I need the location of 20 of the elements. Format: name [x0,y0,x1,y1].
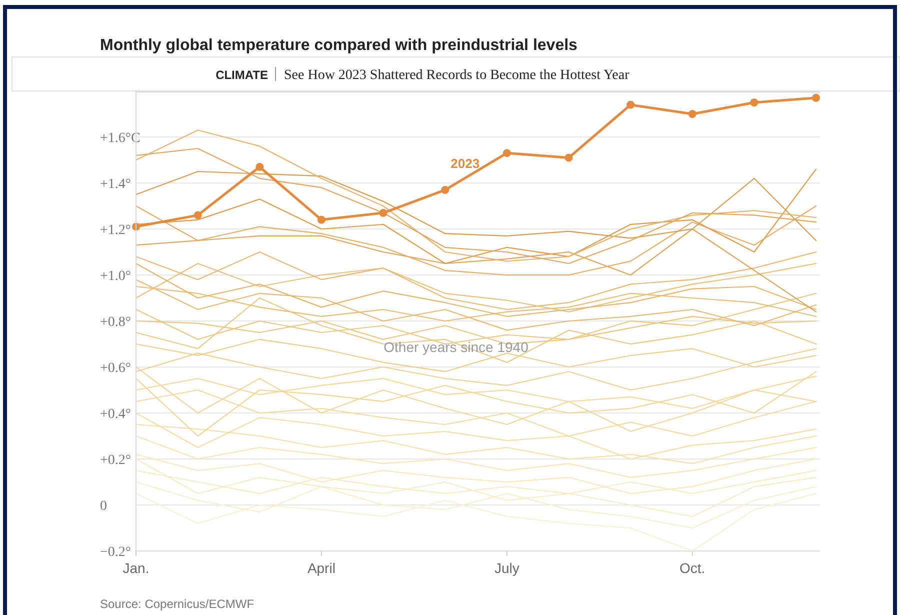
y-tick-label: +1.6°C [100,130,140,146]
y-tick-label: 0 [100,498,107,514]
series-label: 2023 [450,156,480,171]
y-tick-label: +0.2° [100,452,131,468]
y-tick-label: +1.2° [100,222,131,238]
x-tick-label: April [307,560,336,576]
y-tick-label: +0.4° [100,406,131,422]
x-tick-label: Oct. [680,560,706,576]
annotation: Other years since 1940 [384,339,529,355]
text: See How 2023 Shattered Records to Become the Hottest Year [284,68,630,83]
chart-title: Monthly global temperature compared with preindustrial levels [100,37,578,54]
y-tick-label: +1.0° [100,268,131,284]
text: CLIMATE [216,68,268,82]
source-note: Source: Copernicus/ECMWF [100,597,254,611]
x-tick-label: Jan. [122,560,150,576]
y-tick-label: −0.2° [100,544,131,560]
x-tick-label: July [494,560,520,576]
y-tick-label: +0.6° [100,360,131,376]
y-tick-label: +1.4° [100,176,131,192]
y-tick-label: +0.8° [100,314,131,330]
